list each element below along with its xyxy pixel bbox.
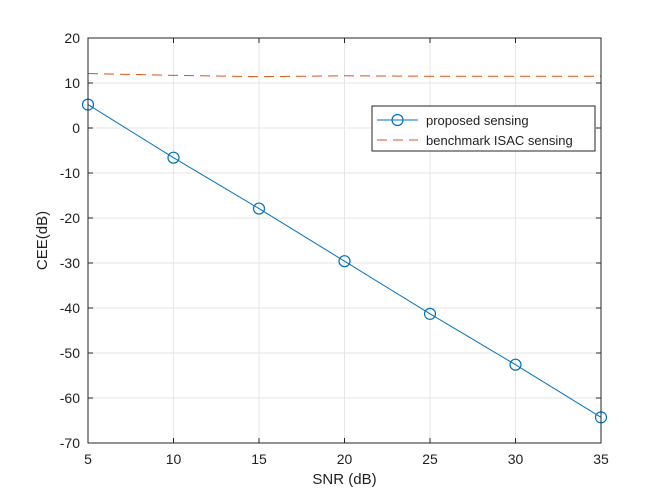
y-tick-label: 20 <box>64 30 80 46</box>
y-axis-label: CEE(dB) <box>34 211 51 270</box>
y-tick-label: -30 <box>60 255 80 271</box>
y-tick-label: -50 <box>60 345 80 361</box>
x-axis-label: SNR (dB) <box>312 471 376 488</box>
legend-label-proposed-sensing: proposed sensing <box>426 113 529 128</box>
y-tick-label: -20 <box>60 210 80 226</box>
x-tick-label: 5 <box>84 451 92 467</box>
y-tick-label: -70 <box>60 435 80 451</box>
series-line-benchmark-isac-sensing <box>87 73 601 78</box>
y-tick-label: 10 <box>64 75 80 91</box>
x-tick-label: 25 <box>422 451 438 467</box>
x-tick-label: 20 <box>337 451 353 467</box>
y-tick-label: -60 <box>60 390 80 406</box>
x-tick-label: 30 <box>508 451 524 467</box>
legend-label-benchmark-isac-sensing: benchmark ISAC sensing <box>426 133 573 148</box>
legend-box <box>371 105 596 152</box>
data-point-proposed-sensing <box>167 151 180 164</box>
x-tick-label: 15 <box>251 451 267 467</box>
data-point-proposed-sensing <box>423 307 437 320</box>
x-tick-label: 35 <box>593 451 609 467</box>
y-tick-label: -10 <box>60 165 80 181</box>
x-tick-label: 10 <box>166 451 182 467</box>
legend: proposed sensing benchmark ISAC sensing <box>371 105 596 152</box>
data-point-proposed-sensing <box>338 255 351 268</box>
y-tick-label: 0 <box>72 120 80 136</box>
series-layer <box>81 73 608 424</box>
data-point-proposed-sensing <box>252 202 266 215</box>
legend-marker-proposed-sensing <box>391 113 404 127</box>
y-tick-label: -40 <box>60 300 80 316</box>
data-point-proposed-sensing <box>509 358 522 371</box>
series-line-proposed-sensing <box>87 104 602 418</box>
tick-layer: 5 10 15 20 25 30 35 20 10 0 -10 -20 -30 -40 -50 -60 -70 <box>60 30 609 467</box>
